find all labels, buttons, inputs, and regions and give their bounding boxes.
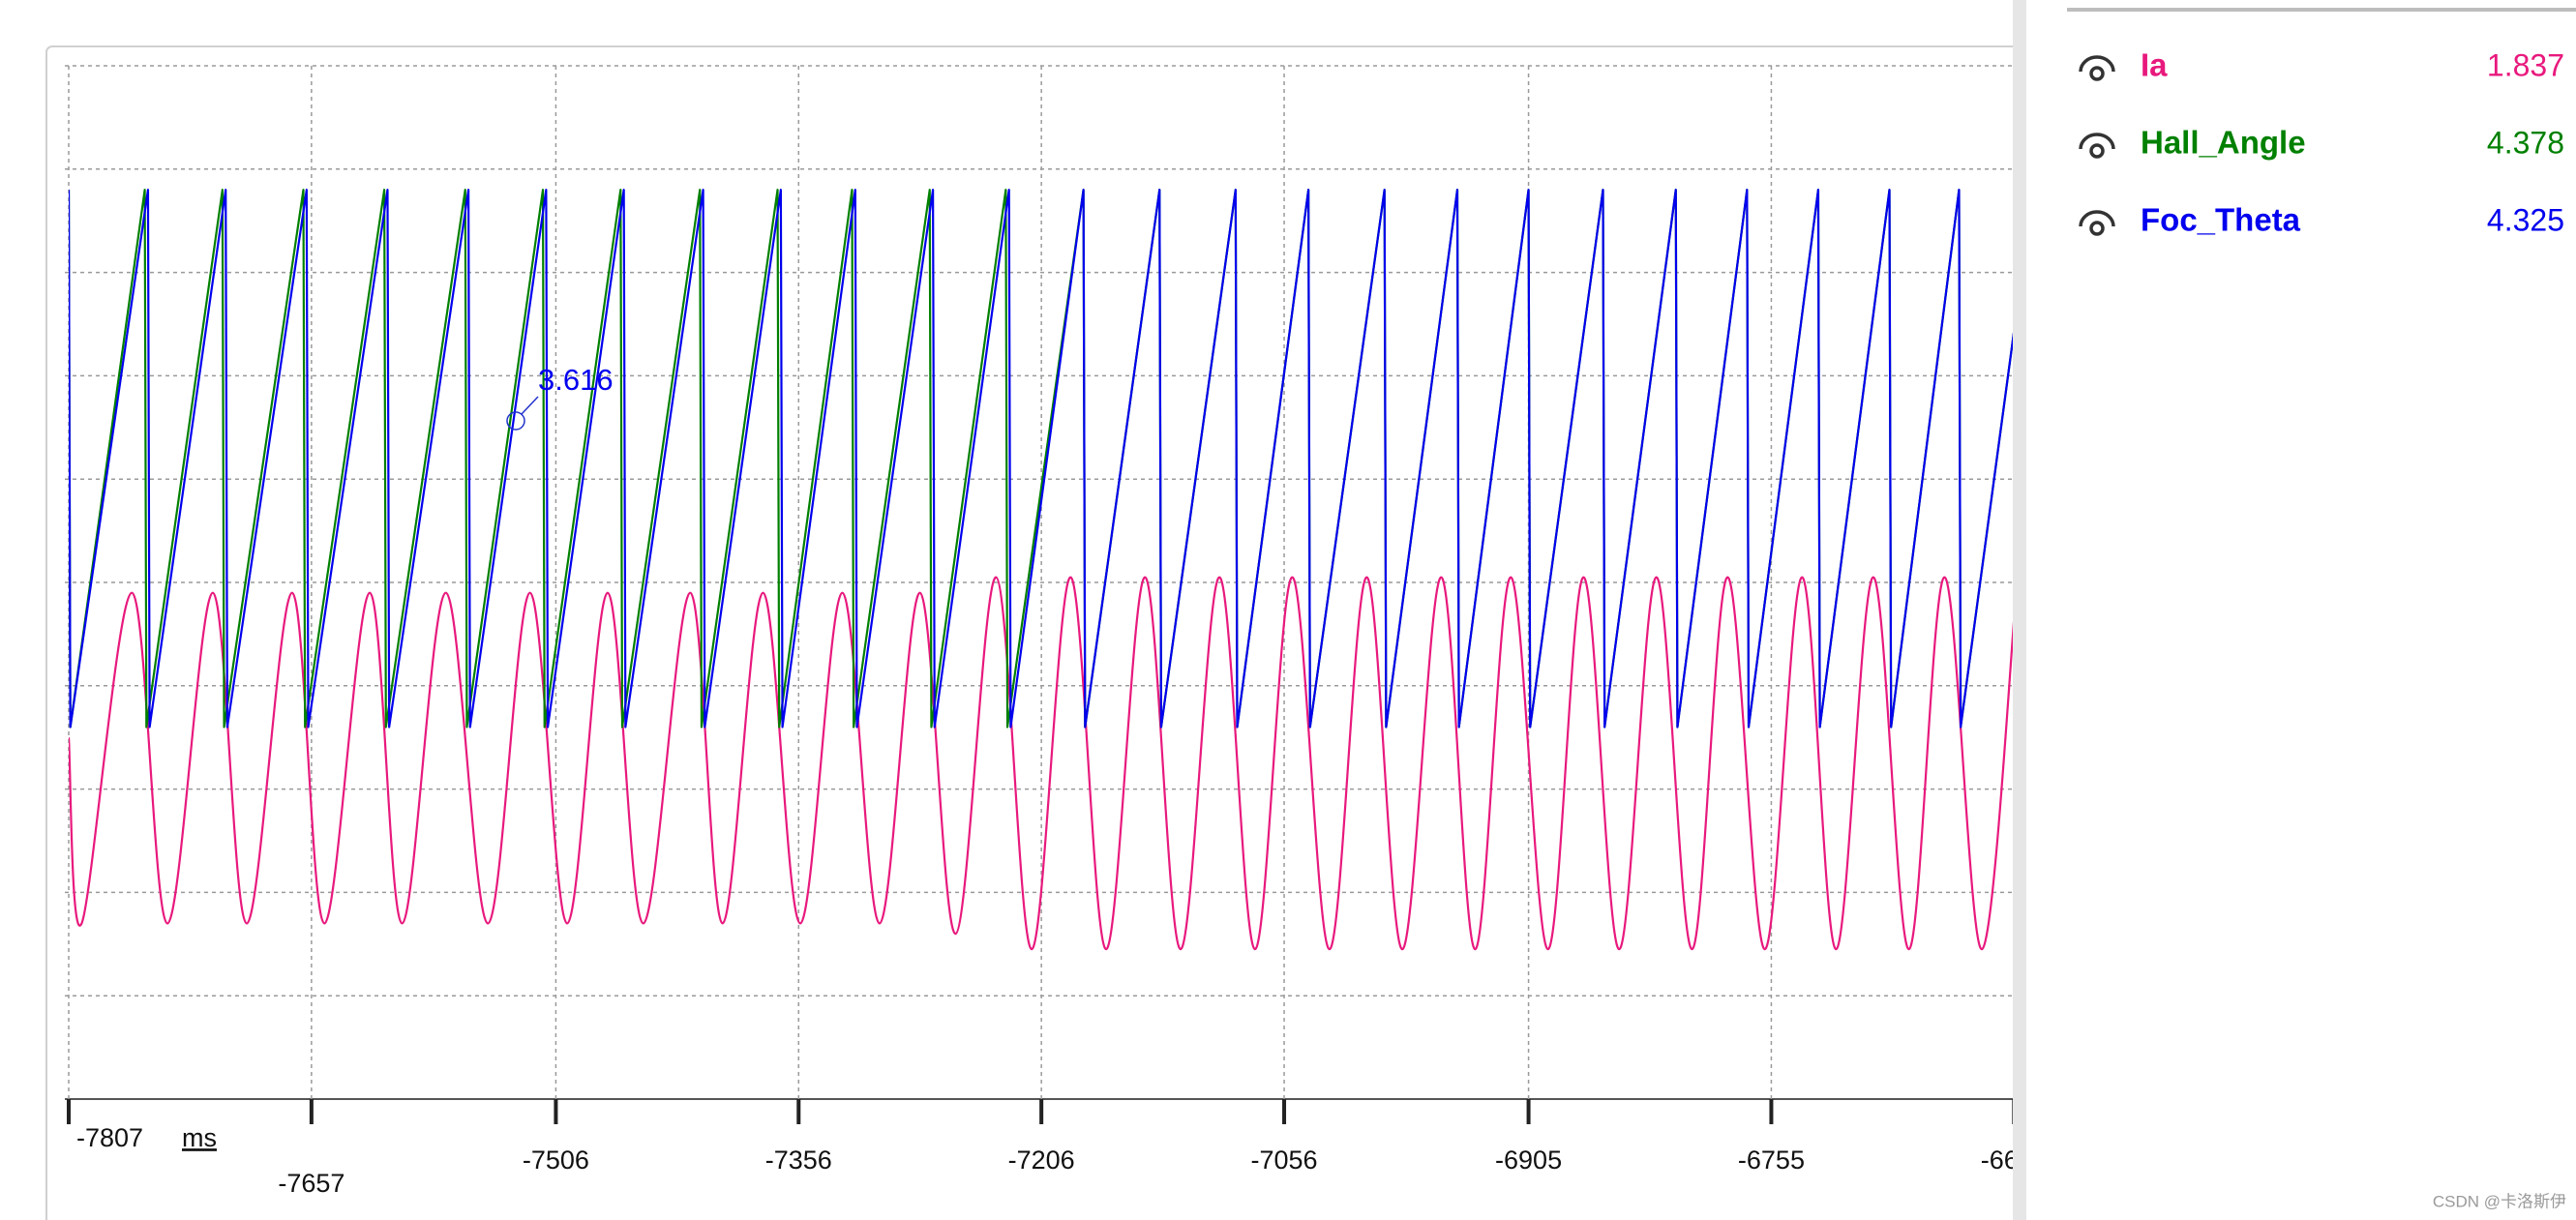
cursor-annotation: 3.616 xyxy=(506,363,614,431)
legend-name: Hall_Angle xyxy=(2141,125,2306,161)
visibility-icon[interactable] xyxy=(2079,210,2115,227)
legend-name: Ia xyxy=(2141,47,2168,83)
legend: Ia 1.837 Hall_Angle 4.378 Foc_Theta 4.325 xyxy=(2079,47,2564,238)
visibility-icon-pupil[interactable] xyxy=(2089,143,2105,159)
trace-foc-theta xyxy=(69,189,2022,729)
visibility-icon[interactable] xyxy=(2079,133,2115,150)
visibility-icon-pupil[interactable] xyxy=(2089,221,2105,236)
x-axis: -7807 -7657 -7506 -7356 -7206 -7056 -6905 -6755… xyxy=(67,1099,2048,1198)
x-tick-label: -7356 xyxy=(765,1146,832,1175)
x-tick-label: -7206 xyxy=(1008,1146,1075,1175)
x-tick-label: -7506 xyxy=(523,1146,589,1175)
x-tick-label: -7657 xyxy=(278,1169,344,1198)
legend-value: 4.325 xyxy=(2487,202,2564,237)
legend-panel xyxy=(2026,0,2576,1220)
visibility-icon[interactable] xyxy=(2079,55,2115,73)
plot-frame xyxy=(45,45,2041,1220)
x-tick-label: -6905 xyxy=(1495,1146,1562,1175)
legend-entry[interactable]: Ia 1.837 xyxy=(2079,47,2564,83)
visibility-icon-pupil[interactable] xyxy=(2089,66,2105,81)
annotation-label: 3.616 xyxy=(538,363,614,397)
trace-ia xyxy=(69,576,2019,951)
legend-entry[interactable]: Foc_Theta 4.325 xyxy=(2079,202,2564,238)
annotation-leader xyxy=(521,396,539,415)
x-tick-label: -7807 xyxy=(76,1123,143,1152)
x-tick-label: -7056 xyxy=(1250,1146,1317,1175)
annotation-marker xyxy=(506,411,525,431)
divider[interactable] xyxy=(2013,0,2026,1220)
legend-value: 1.837 xyxy=(2487,47,2564,82)
x-tick-label: -6755 xyxy=(1738,1146,1805,1175)
legend-value: 4.378 xyxy=(2487,125,2564,160)
traces xyxy=(69,189,2022,951)
legend-name: Foc_Theta xyxy=(2141,202,2301,238)
x-unit: ms xyxy=(182,1123,217,1152)
legend-entry[interactable]: Hall_Angle 4.378 xyxy=(2079,125,2564,161)
watermark: CSDN @卡洛斯伊 xyxy=(2433,1192,2566,1210)
